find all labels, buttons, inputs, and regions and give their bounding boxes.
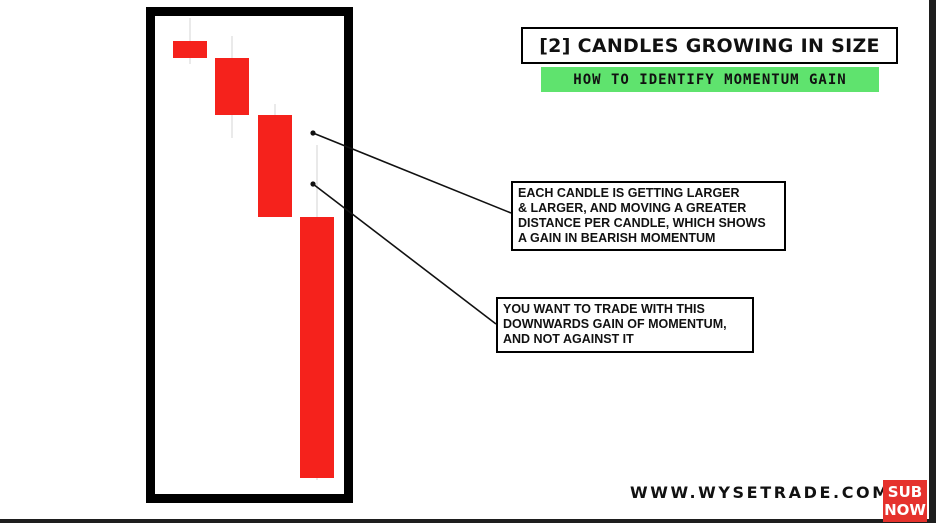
bearish-candle-2 [215,58,249,115]
callout-line: YOU WANT TO TRADE WITH THIS [503,302,705,316]
slide-title: [2] CANDLES GROWING IN SIZE [521,27,898,64]
callout-line: DOWNWARDS GAIN OF MOMENTUM, [503,317,727,331]
bearish-candle-4 [300,217,334,478]
bearish-candle-3 [258,115,292,217]
bearish-candle-1 [173,41,207,58]
pointer-line-1 [312,132,512,214]
slide-subtitle: HOW TO IDENTIFY MOMENTUM GAIN [541,67,879,92]
pointer-dot-1 [310,130,316,136]
pointer-line-2 [312,183,497,325]
callout-line: DISTANCE PER CANDLE, WHICH SHOWS [518,216,766,230]
callout-bearish-momentum: EACH CANDLE IS GETTING LARGER & LARGER, … [511,181,786,251]
pointer-lines [310,130,512,325]
candles-layer [173,18,334,480]
chart-frame [146,7,353,503]
callout-line: A GAIN IN BEARISH MOMENTUM [518,231,716,245]
subscribe-line-1: SUB [887,483,923,501]
callout-trade-with-momentum: YOU WANT TO TRADE WITH THIS DOWNWARDS GA… [496,297,754,353]
subscribe-button[interactable]: SUB NOW [883,480,927,522]
callout-line: & LARGER, AND MOVING A GREATER [518,201,747,215]
subscribe-line-2: NOW [884,501,926,519]
callout-line: AND NOT AGAINST IT [503,332,634,346]
pointer-dot-2 [310,181,316,187]
callout-line: EACH CANDLE IS GETTING LARGER [518,186,740,200]
brand-url: WWW.WYSETRADE.COM [630,483,891,502]
